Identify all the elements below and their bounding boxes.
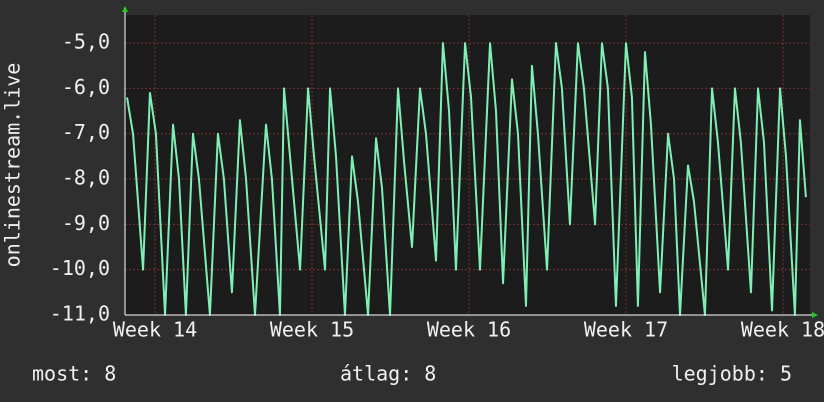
x-tick-label: Week 17 bbox=[584, 318, 668, 342]
y-tick-label: -6,0 bbox=[62, 75, 110, 99]
y-tick-label: -7,0 bbox=[62, 120, 110, 144]
y-arrow bbox=[122, 6, 128, 12]
footer-current: most: 8 bbox=[32, 362, 116, 386]
x-tick-label: Week 18 bbox=[741, 318, 824, 342]
footer-best: legjobb: 5 bbox=[672, 362, 792, 386]
y-tick-label: -11,0 bbox=[50, 302, 110, 326]
series-line bbox=[126, 42, 807, 316]
x-tick-label: Week 16 bbox=[427, 318, 511, 342]
y-tick-label: -10,0 bbox=[50, 256, 110, 280]
x-arrow bbox=[812, 312, 818, 318]
y-tick-label: -9,0 bbox=[62, 211, 110, 235]
marks bbox=[126, 42, 807, 316]
footer-average: átlag: 8 bbox=[340, 362, 436, 386]
x-tick-label: Week 14 bbox=[113, 318, 197, 342]
y-tick-label: -8,0 bbox=[62, 166, 110, 190]
y-tick-label: -5,0 bbox=[62, 30, 110, 54]
x-tick-label: Week 15 bbox=[270, 318, 354, 342]
y-axis-label: onlinestream.live bbox=[1, 63, 25, 268]
